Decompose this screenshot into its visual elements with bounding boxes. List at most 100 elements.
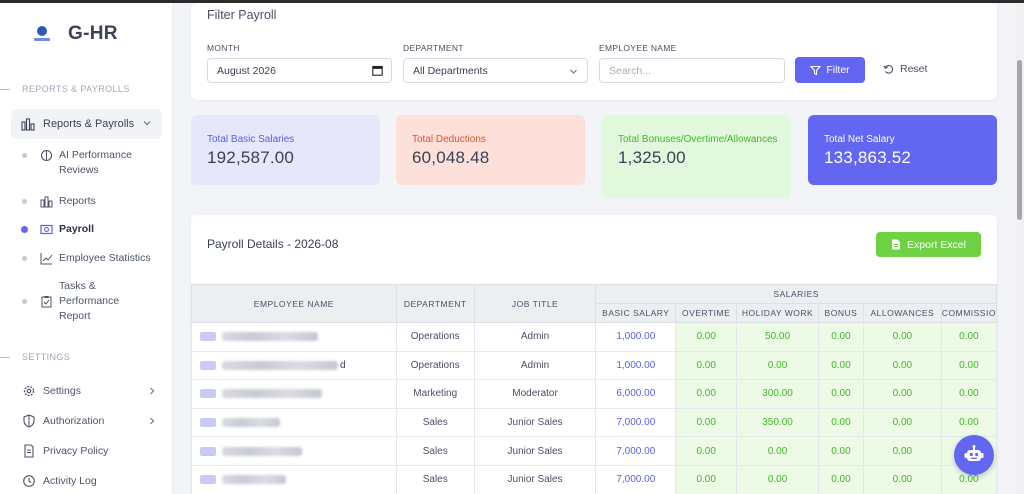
sidebar-item-label: Privacy Policy — [43, 445, 109, 457]
department-cell: Sales — [395, 436, 475, 466]
job-title-cell: Moderator — [473, 379, 597, 409]
employee-name-cell — [191, 322, 397, 352]
sidebar-item-label: Payroll — [59, 223, 95, 235]
col-header-holiday-work[interactable]: HOLIDAY WORK — [736, 303, 819, 323]
allowances-cell: 0.00 — [862, 322, 942, 352]
department-label: DEPARTMENT — [403, 43, 464, 53]
sidebar-item-ai-performance-reviews[interactable]: AI Performance Reviews — [22, 148, 149, 178]
scrollbar-thumb[interactable] — [1017, 60, 1022, 220]
table-row[interactable]: Operations Admin 1,000.00 0.00 50.00 0.0… — [191, 322, 997, 352]
sidebar-item-settings[interactable]: Settings — [22, 384, 162, 398]
employee-name-cell — [191, 379, 397, 409]
table-row[interactable]: Sales Junior Sales 7,000.00 0.00 0.00 0.… — [191, 464, 997, 494]
sidebar-item-payroll[interactable]: Payroll — [21, 222, 95, 237]
stat-value: 133,863.52 — [824, 148, 912, 167]
filter-button-label: Filter — [826, 64, 850, 76]
redacted-name — [222, 475, 286, 485]
employee-name-label: EMPLOYEE NAME — [599, 43, 677, 53]
document-icon — [24, 444, 34, 458]
reset-icon — [883, 64, 894, 74]
sidebar-item-tasks-performance[interactable]: Tasks & Performance Report — [22, 279, 129, 324]
employee-search-placeholder: Search... — [609, 64, 652, 77]
department-cell: Operations — [395, 322, 475, 352]
chatbot-button[interactable] — [954, 435, 994, 475]
col-header-job-title[interactable]: JOB TITLE — [473, 284, 597, 323]
calendar-icon[interactable] — [372, 65, 383, 76]
col-header-overtime[interactable]: OVERTIME — [675, 303, 738, 323]
col-header-bonus[interactable]: BONUS — [817, 303, 864, 323]
avatar — [200, 418, 216, 427]
section-title-settings: SETTINGS — [0, 352, 70, 362]
commission-cell: 0.00 — [940, 407, 997, 438]
sidebar-item-label: Settings — [43, 385, 81, 397]
basic-salary-cell: 7,000.00 — [595, 407, 677, 438]
holiday-work-cell: 50.00 — [736, 322, 819, 352]
col-header-commission[interactable]: COMMISSIO — [940, 303, 997, 323]
table-row[interactable]: Sales Junior Sales 7,000.00 0.00 0.00 0.… — [191, 436, 997, 466]
filter-button[interactable]: Filter — [795, 57, 865, 83]
job-title-cell: Junior Sales — [473, 464, 597, 494]
window-top-edge — [0, 0, 1024, 3]
bullet-icon — [22, 256, 27, 261]
bullet-icon — [22, 153, 27, 158]
table-row[interactable]: Sales Junior Sales 7,000.00 0.00 350.00 … — [191, 407, 997, 438]
month-value: August 2026 — [217, 64, 276, 77]
month-input[interactable]: August 2026 — [207, 58, 392, 83]
sidebar-item-privacy-policy[interactable]: Privacy Policy — [22, 444, 162, 458]
avatar — [200, 475, 216, 485]
holiday-work-cell: 0.00 — [736, 436, 819, 466]
table-row[interactable]: Marketing Moderator 6,000.00 0.00 300.00… — [191, 379, 997, 409]
stat-card-total-basic-salaries: Total Basic Salaries 192,587.00 — [191, 115, 380, 185]
commission-cell: 0.00 — [940, 379, 997, 409]
avatar — [200, 332, 216, 342]
chevron-down-icon — [570, 69, 577, 74]
bullet-icon — [22, 299, 27, 304]
col-header-employee-name[interactable]: EMPLOYEE NAME — [191, 284, 397, 323]
overtime-cell: 0.00 — [675, 322, 738, 352]
redacted-name — [222, 418, 280, 427]
sidebar-item-authorization[interactable]: Authorization — [22, 414, 162, 428]
filter-title: Filter Payroll — [207, 8, 277, 22]
employee-search-input[interactable]: Search... — [599, 58, 785, 83]
bonus-cell: 0.00 — [817, 322, 864, 352]
department-select[interactable]: All Departments — [403, 58, 588, 83]
commission-cell: 0.00 — [940, 322, 997, 352]
holiday-work-cell: 0.00 — [736, 464, 819, 494]
table-row[interactable]: d Operations Admin 1,000.00 0.00 0.00 0.… — [191, 350, 997, 381]
employee-name-cell: d — [191, 350, 397, 381]
holiday-work-cell: 0.00 — [736, 350, 819, 381]
brand[interactable]: G-HR — [32, 23, 118, 45]
stat-label: Total Basic Salaries — [207, 134, 295, 145]
export-excel-button[interactable]: Export Excel — [876, 232, 981, 257]
department-cell: Marketing — [395, 379, 475, 409]
sidebar-item-employee-statistics[interactable]: Employee Statistics — [22, 251, 151, 266]
overtime-cell: 0.00 — [675, 464, 738, 494]
basic-salary-cell: 6,000.00 — [595, 379, 677, 409]
basic-salary-cell: 7,000.00 — [595, 464, 677, 494]
overtime-cell: 0.00 — [675, 407, 738, 438]
job-title-cell: Junior Sales — [473, 436, 597, 466]
sidebar-item-label: AI Performance Reviews — [59, 149, 132, 176]
funnel-icon — [810, 65, 822, 75]
chart-bars-icon — [40, 196, 53, 208]
job-title-cell: Admin — [473, 322, 597, 352]
sidebar-item-label: Reports & Payrolls — [43, 118, 135, 130]
col-header-allowances[interactable]: ALLOWANCES — [862, 303, 942, 323]
sidebar-item-label: Employee Statistics — [59, 252, 151, 264]
col-header-basic-salary[interactable]: BASIC SALARY — [595, 303, 677, 323]
basic-salary-cell: 7,000.00 — [595, 436, 677, 466]
bonus-cell: 0.00 — [817, 436, 864, 466]
overtime-cell: 0.00 — [675, 350, 738, 381]
sidebar-item-activity-log[interactable]: Activity Log — [22, 474, 162, 488]
col-header-department[interactable]: DEPARTMENT — [395, 284, 475, 323]
shield-icon — [23, 414, 35, 428]
reset-button[interactable]: Reset — [883, 63, 927, 75]
allowances-cell: 0.00 — [862, 407, 942, 438]
stat-label: Total Deductions — [412, 134, 486, 145]
stat-value: 60,048.48 — [412, 148, 490, 167]
sidebar-item-label: Tasks & Performance Report — [59, 280, 120, 322]
page-scrollbar[interactable] — [1015, 3, 1024, 494]
sidebar-item-reports[interactable]: Reports — [22, 194, 96, 209]
sidebar-item-reports-payrolls[interactable]: Reports & Payrolls — [11, 109, 162, 139]
allowances-cell: 0.00 — [862, 464, 942, 494]
